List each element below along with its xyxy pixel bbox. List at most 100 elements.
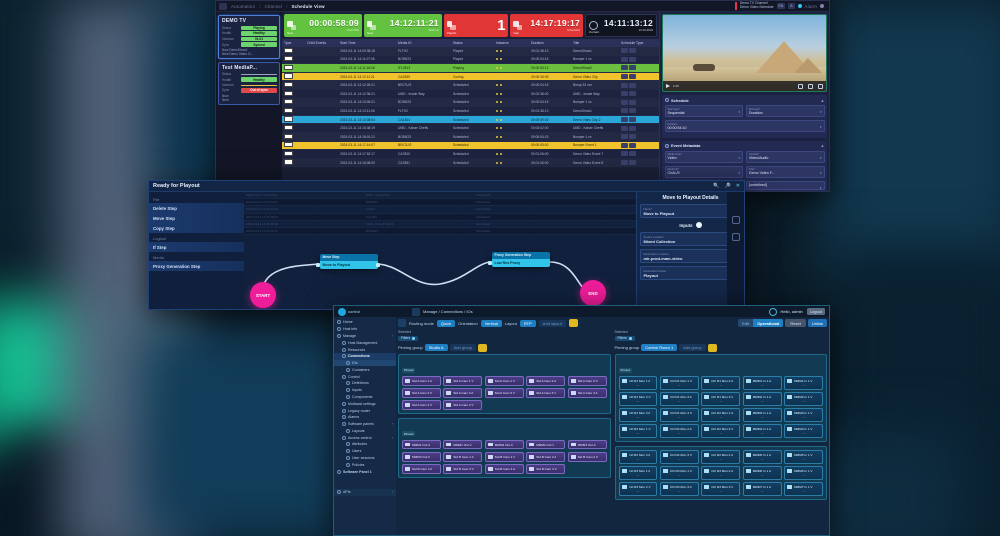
io-card[interactable]: Ctrl R3 Mon 1 V — (659, 466, 699, 480)
details-name-field[interactable]: Name* Move to Playout (640, 204, 741, 218)
row-actions[interactable] (621, 91, 659, 97)
io-card[interactable]: MMM1 Out V (443, 439, 483, 450)
chevron-down-icon[interactable]: ▾ (738, 155, 740, 160)
col-status[interactable]: Status (453, 41, 463, 45)
mode-edit[interactable]: Edit (738, 319, 754, 327)
chevron-down-icon[interactable]: ▾ (819, 125, 822, 129)
form-field[interactable]: Title* Demo Video F... ▾ (746, 165, 825, 178)
col-type[interactable]: Type (284, 41, 292, 45)
row-actions[interactable] (621, 99, 659, 105)
io-card[interactable]: Std B Cam 4 V (526, 464, 566, 474)
add-layout-button[interactable]: Add layout (538, 319, 566, 327)
table-row[interactable]: 2024-03-11 14:12:11:21 CA2385 Cueing 00:00:… (282, 72, 659, 82)
row-actions[interactable] (621, 48, 659, 54)
sidebar-item-inputs[interactable]: Inputs (334, 387, 396, 394)
logout-button[interactable]: Logout (806, 308, 825, 315)
mode-toggle[interactable]: Edit Operational (738, 319, 784, 327)
video-preview[interactable]: 2:46 (662, 14, 827, 92)
io-card[interactable]: Ctrl R1 Mon 3 V — (701, 392, 741, 406)
io-card[interactable]: Ctrl R3 Mon 2 A — (701, 466, 741, 480)
breadcrumb-schedule-view[interactable]: Schedule View (291, 3, 325, 9)
io-card[interactable]: Ctrl R2 Mon 2 A — (659, 424, 699, 438)
io-card[interactable]: Ctrl R2 Mon 4 A — (701, 449, 741, 464)
section-header[interactable]: Event Metadata ▲ (664, 143, 825, 148)
chevron-down-icon[interactable]: ▾ (819, 185, 822, 190)
io-card[interactable]: MMM4 In 1 V — (784, 424, 823, 438)
chevron-down-icon[interactable]: ▾ (819, 170, 822, 175)
row-actions[interactable] (621, 142, 659, 148)
io-card[interactable]: Ctrl R2 Mon 2 V — (701, 424, 741, 438)
fullscreen-icon[interactable] (808, 83, 813, 89)
details-field[interactable]: Destination Folder Playout (640, 266, 741, 280)
io-card[interactable]: MMM6 In 1 V — (784, 466, 823, 480)
menu-icon[interactable] (219, 2, 227, 10)
sidebar-item-user-sessions[interactable]: User sessions (334, 455, 396, 462)
avatar[interactable] (768, 307, 777, 316)
io-card[interactable]: Std A Cam 1 V (443, 376, 483, 386)
sidebar-item-layouts[interactable]: Layouts (334, 428, 396, 435)
more-icon[interactable] (818, 83, 823, 89)
chevron-down-icon[interactable]: ▾ (819, 110, 822, 114)
close-icon[interactable] (820, 4, 824, 8)
io-card[interactable]: Std B Cam 2 V (567, 451, 607, 462)
io-card[interactable]: Std B Cam 3 V (443, 464, 483, 474)
palette-step-item[interactable]: Proxy Generation Step (149, 261, 244, 271)
col-duration[interactable]: Duration (531, 41, 544, 45)
sidebar-item-policies[interactable]: Policies (334, 461, 396, 468)
inputs-port-icon[interactable] (695, 222, 702, 228)
row-actions[interactable] (621, 56, 659, 62)
io-card[interactable]: Std A Cam 3 V (484, 388, 524, 398)
io-card[interactable]: Std B Cam 2 A (526, 451, 566, 462)
sidebar-item-alarms[interactable]: Alarms (334, 414, 396, 421)
io-card[interactable]: Std A Cam 1 V (484, 376, 524, 386)
chevron-down-icon[interactable]: ▾ (738, 110, 740, 114)
io-card[interactable]: MMM7 In 1 A — (742, 482, 782, 496)
form-field[interactable]: Media Type* Video ▾ (664, 150, 743, 163)
io-card[interactable]: Ctrl R1 Mon 2 A — (701, 376, 741, 390)
form-field[interactable]: Content* Video/Audio ▾ (746, 150, 825, 163)
io-card[interactable]: Std A Cam 4 V (443, 400, 483, 410)
row-actions[interactable] (621, 160, 659, 166)
volume-icon[interactable] (798, 83, 803, 89)
table-row[interactable]: 2024-03-11 14:17:14:07 BRLTU/3 Scheduled 00… (282, 141, 659, 151)
row-actions[interactable] (621, 82, 659, 88)
io-card[interactable]: MMM1 In 1 V — (784, 376, 823, 390)
io-card[interactable]: Std A Cam 2 V (567, 376, 607, 386)
layout-select[interactable]: RTP (519, 319, 536, 327)
section-header[interactable]: Schedule ▲ (664, 98, 825, 103)
table-row[interactable]: 2024-03-11 14:15:38:19 UMD - Kaiser Cheff… (282, 124, 659, 133)
node-output-port[interactable] (376, 263, 380, 267)
io-card[interactable]: Std A Cam 1 A (402, 376, 441, 386)
table-row[interactable]: 2024-03-11 14:11:16:08 IFL3513 Playing 00:0… (282, 64, 659, 73)
io-card[interactable]: Std B Cam 3 A (402, 464, 441, 474)
node-input-port[interactable] (488, 261, 492, 265)
io-card[interactable]: Ctrl R2 Mon 3 A — (618, 449, 658, 464)
table-row[interactable]: 2024-03-11 14:12:36:21 UMD - Inside Way Sc… (282, 89, 659, 99)
io-card[interactable]: Std A Cam 3 A (443, 388, 483, 398)
breadcrumb-text[interactable]: Manage / Connections / IOs (423, 309, 473, 314)
table-row[interactable]: 2024-03-11 14:14:38:04 CA1364 Scheduled 00:… (282, 115, 659, 125)
table-row[interactable]: 2024-03-11 14:09:38:18 FLTH2 Played 00:01:3… (282, 47, 659, 56)
video-controls[interactable]: 2:46 (663, 81, 826, 91)
reset-button[interactable]: Reset (785, 319, 806, 327)
io-card[interactable]: MMM3 In 1 A — (742, 408, 782, 422)
io-card[interactable]: Std A Cam 3 V (526, 388, 566, 398)
sidebar-item-manage[interactable]: Manage › (334, 333, 396, 340)
io-card[interactable]: Std B Cam 4 A (484, 464, 524, 474)
chevron-up-icon[interactable]: ▲ (820, 143, 825, 148)
dest-filter-chip[interactable]: Filters (614, 335, 635, 342)
zoom-out-icon[interactable]: 🔎 (724, 183, 731, 189)
sidebar-item-apis[interactable]: APIs › (334, 488, 396, 496)
io-card[interactable]: Std A Cam 4 A (567, 388, 607, 398)
io-card[interactable]: MMM2 In 1 V — (784, 392, 823, 406)
routing-mode-select[interactable]: Quick (436, 319, 456, 327)
io-card[interactable]: Ctrl R2 Mon 3 V — (659, 449, 699, 464)
io-card[interactable]: Std B Cam 1 A (443, 451, 483, 462)
node-input-port[interactable] (316, 263, 320, 267)
breadcrumb-automation[interactable]: Automation (231, 3, 256, 9)
mode-operational[interactable]: Operational (753, 319, 784, 327)
io-card[interactable]: Ctrl R3 Mon 3 A — (659, 482, 699, 496)
sidebar-item-home[interactable]: Home (334, 319, 396, 326)
col-child[interactable]: Child Events (307, 41, 327, 45)
form-field[interactable]: End type* Duration ▾ (746, 105, 825, 117)
